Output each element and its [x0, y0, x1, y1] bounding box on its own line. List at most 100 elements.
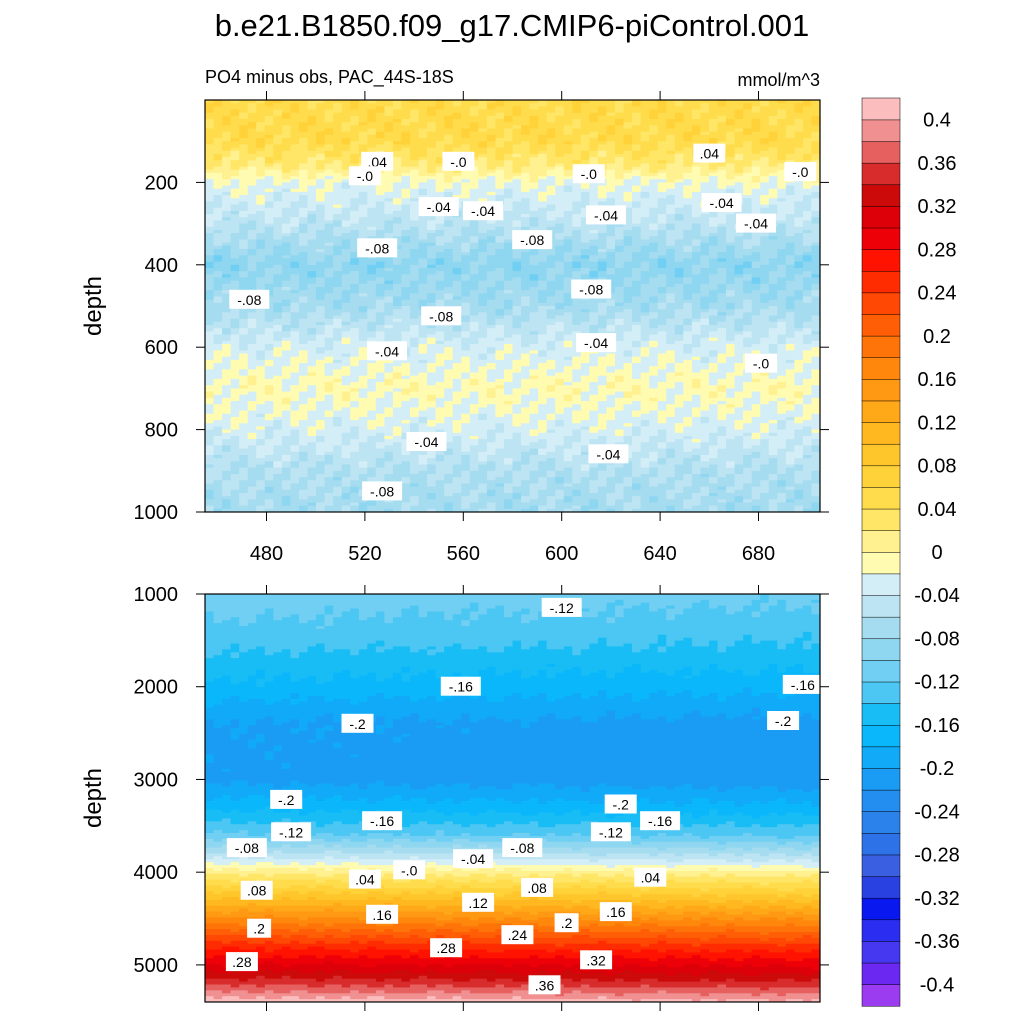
field-cell — [469, 290, 488, 294]
field-cell — [205, 451, 215, 456]
field-cell — [615, 315, 633, 320]
field-cell — [290, 356, 309, 361]
field-cell — [341, 153, 351, 158]
field-cell — [615, 226, 633, 231]
field-cell — [726, 312, 736, 317]
field-cell — [563, 125, 582, 130]
field-cell — [538, 350, 548, 355]
field-cell — [512, 334, 522, 339]
field-cell — [230, 363, 249, 367]
field-cell — [469, 372, 488, 377]
field-cell — [768, 236, 778, 241]
field-cell — [358, 144, 377, 149]
field-cell — [410, 369, 428, 374]
field-cell — [700, 445, 710, 450]
field-cell — [743, 169, 753, 174]
field-cell — [674, 439, 684, 443]
field-cell — [469, 248, 488, 253]
field-cell — [606, 153, 633, 158]
field-cell — [623, 432, 633, 437]
field-cell — [768, 280, 778, 285]
field-cell — [247, 445, 257, 450]
field-cell — [350, 296, 385, 301]
field-cell — [469, 122, 479, 126]
field-cell — [666, 122, 676, 126]
field-cell — [760, 179, 770, 183]
field-cell — [256, 182, 274, 187]
field-cell — [768, 391, 778, 396]
field-cell — [410, 176, 445, 180]
field-cell — [717, 103, 727, 107]
field-cell — [546, 451, 565, 456]
field-cell — [333, 274, 343, 279]
field-cell — [333, 407, 343, 412]
field-cell — [418, 404, 437, 409]
field-cell — [623, 207, 633, 212]
field-cell — [427, 302, 437, 307]
field-cell — [563, 286, 573, 291]
field-cell — [392, 182, 411, 187]
field-cell — [691, 394, 702, 399]
field-cell — [563, 236, 582, 241]
field-cell — [469, 267, 479, 272]
field-cell — [495, 363, 514, 367]
field-cell — [410, 214, 420, 218]
field-cell — [785, 245, 795, 250]
field-cell — [785, 302, 795, 307]
field-cell — [666, 432, 710, 437]
field-cell — [785, 264, 795, 269]
field-cell — [435, 242, 445, 247]
field-cell — [717, 255, 736, 260]
field-cell — [316, 198, 326, 203]
field-cell — [392, 359, 420, 364]
field-cell — [222, 315, 240, 320]
field-cell — [563, 394, 573, 399]
field-cell — [239, 312, 249, 317]
field-cell — [521, 407, 539, 412]
field-cell — [205, 382, 215, 386]
field-cell — [657, 172, 667, 177]
field-cell — [222, 144, 240, 149]
field-cell — [785, 397, 804, 402]
field-cell — [691, 416, 702, 421]
field-cell — [333, 204, 343, 209]
field-cell — [683, 306, 693, 310]
field-cell — [580, 210, 590, 215]
field-cell — [572, 394, 582, 399]
field-cell — [264, 435, 274, 440]
field-cell — [333, 217, 351, 222]
field-cell — [743, 233, 753, 237]
field-cell — [495, 141, 505, 145]
field-cell — [580, 363, 599, 367]
field-cell — [367, 141, 385, 145]
field-cell — [717, 448, 770, 453]
field-cell — [751, 169, 761, 174]
field-cell — [674, 157, 684, 161]
field-cell — [640, 204, 659, 209]
field-cell — [521, 378, 556, 383]
field-cell — [597, 229, 608, 234]
field-cell — [503, 128, 514, 133]
field-cell — [512, 309, 522, 313]
field-cell — [666, 176, 684, 180]
field-cell — [273, 325, 283, 329]
field-cell — [708, 375, 727, 380]
field-cell — [461, 258, 479, 263]
field-cell — [666, 242, 676, 247]
field-cell — [452, 112, 462, 117]
field-cell — [307, 451, 317, 456]
field-cell — [384, 169, 394, 174]
field-cell — [461, 347, 471, 351]
field-cell — [802, 195, 820, 199]
field-cell — [777, 223, 787, 228]
field-cell — [486, 375, 505, 380]
field-cell — [205, 160, 223, 164]
field-cell — [256, 321, 292, 326]
field-cell — [615, 363, 625, 367]
field-cell — [640, 286, 659, 291]
field-cell — [760, 150, 778, 155]
field-cell — [726, 188, 736, 193]
field-cell — [486, 176, 497, 180]
field-cell — [555, 420, 565, 424]
field-cell — [589, 239, 608, 244]
